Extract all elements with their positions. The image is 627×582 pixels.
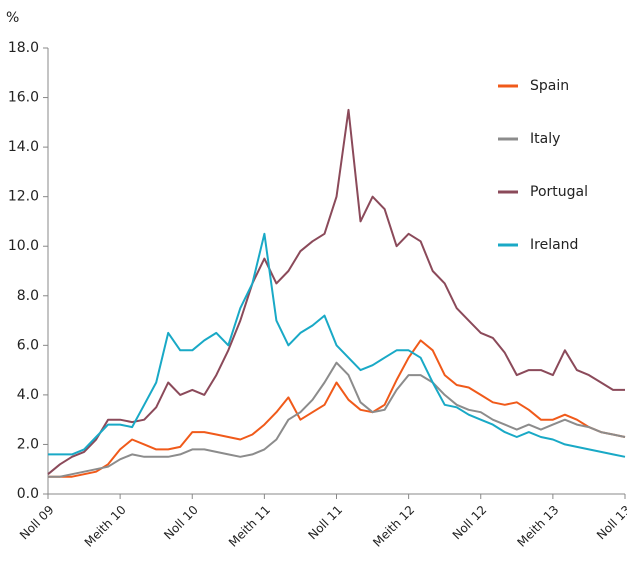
legend-label: Spain [530,78,569,94]
y-tick-label: 8.0 [17,288,39,304]
y-tick-label: 2.0 [17,436,39,452]
x-tick-label: Meith 10 [82,503,129,550]
y-tick-label: 6.0 [17,337,39,353]
y-tick-label: 16.0 [8,90,39,106]
y-tick-label: 14.0 [8,139,39,155]
series-line [47,108,625,475]
y-tick-label: 4.0 [17,387,39,403]
x-tick-label: Noll 09 [17,503,57,543]
legend-label: Ireland [530,237,578,253]
y-tick-label: 10.0 [8,238,39,254]
x-tick-label: Noll 10 [161,503,201,543]
legend-label: Portugal [530,184,588,200]
x-tick-label: Meith 13 [514,503,561,550]
series-line [48,232,626,458]
y-axis-label: % [6,10,19,26]
y-tick-label: 0.0 [17,486,39,502]
x-tick-label: Meith 12 [370,503,417,550]
series-line [48,361,626,478]
series-line [48,339,626,478]
x-tick-label: Meith 11 [226,503,273,550]
legend-label: Italy [530,131,560,147]
y-tick-label: 12.0 [8,189,39,205]
x-tick-label: Noll 11 [305,503,345,543]
x-tick-label: Noll 13 [594,503,627,543]
y-tick-label: 18.0 [8,40,39,56]
x-tick-label: Noll 12 [450,503,490,543]
